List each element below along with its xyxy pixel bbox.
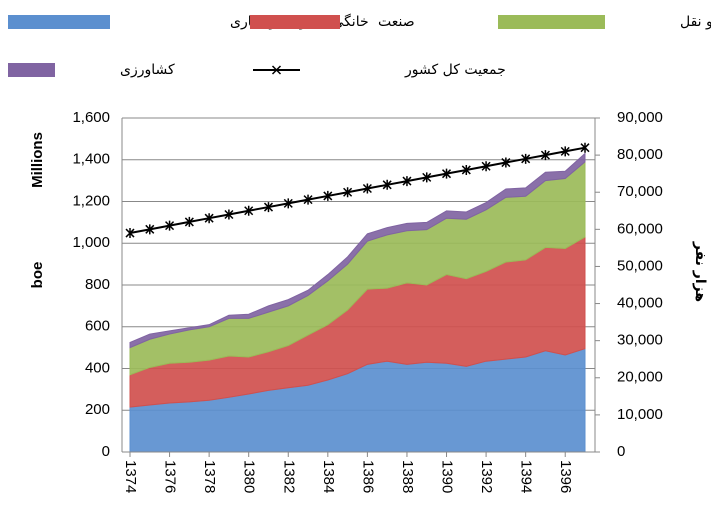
marker <box>580 142 590 153</box>
marker <box>224 209 234 220</box>
marker <box>204 213 214 224</box>
marker <box>422 172 432 183</box>
legend-label: کشاورزی <box>120 62 175 78</box>
y-tick-label: 600 <box>85 318 110 335</box>
marker <box>560 146 570 157</box>
x-tick-label: 1378 <box>201 460 218 493</box>
y-tick-label: 800 <box>85 276 110 293</box>
y-tick-label: 400 <box>85 359 110 376</box>
x-tick-label: 1392 <box>478 460 495 493</box>
marker <box>382 179 392 190</box>
y-label-top: Millions <box>29 132 46 188</box>
legend-label: حمل و نقل <box>680 14 711 30</box>
y2-tick-label: 20,000 <box>617 369 663 386</box>
y2-tick-label: 60,000 <box>617 220 663 237</box>
y-tick-label: 1,400 <box>72 151 110 168</box>
y2-tick-label: 80,000 <box>617 146 663 163</box>
marker <box>402 176 412 187</box>
marker <box>343 187 353 198</box>
y-tick-label: 1,200 <box>72 192 110 209</box>
marker <box>184 216 194 227</box>
legend-swatch <box>8 63 55 77</box>
y-tick-label: 1,000 <box>72 234 110 251</box>
x-tick-label: 1394 <box>518 460 535 493</box>
line <box>129 146 586 235</box>
x-tick-label: 1396 <box>557 460 574 493</box>
marker <box>145 224 155 235</box>
x-tick-label: 1388 <box>399 460 416 493</box>
y2-tick-label: 30,000 <box>617 332 663 349</box>
marker <box>244 205 254 216</box>
y-tick-label: 200 <box>85 401 110 418</box>
area <box>129 152 586 349</box>
legend-label: صنعت <box>378 14 415 30</box>
marker <box>441 168 452 179</box>
marker <box>521 153 531 164</box>
y-tick-label: 0 <box>102 443 110 460</box>
y-tick-label: 1,600 <box>72 109 110 126</box>
marker <box>323 190 333 201</box>
marker <box>461 164 471 175</box>
legend-swatch <box>8 15 110 29</box>
marker <box>165 220 175 231</box>
y2-label: هزار نفر <box>692 241 708 302</box>
marker <box>481 161 491 172</box>
x-tick-label: 1386 <box>359 460 376 493</box>
legend-swatch <box>498 15 605 29</box>
x-tick-label: 1376 <box>162 460 179 493</box>
marker <box>303 194 313 205</box>
legend-swatch <box>250 15 340 29</box>
marker <box>362 183 372 194</box>
y2-tick-label: 10,000 <box>617 406 663 423</box>
x-tick-label: 1374 <box>122 460 139 493</box>
marker <box>540 150 550 161</box>
y2-tick-label: 50,000 <box>617 257 663 274</box>
x-tick-label: 1382 <box>280 460 297 493</box>
marker <box>501 157 511 168</box>
legend-label: جمعیت کل کشور <box>404 62 506 78</box>
marker <box>125 228 135 239</box>
y-label: boe <box>29 262 46 289</box>
legend-marker <box>271 65 282 75</box>
x-tick-label: 1384 <box>320 460 337 493</box>
y2-tick-label: 0 <box>617 443 625 460</box>
x-tick-label: 1390 <box>439 460 456 493</box>
marker <box>283 198 293 209</box>
y2-tick-label: 40,000 <box>617 295 663 312</box>
marker <box>263 202 274 213</box>
y2-tick-label: 70,000 <box>617 183 663 200</box>
x-tick-label: 1380 <box>241 460 258 493</box>
y2-tick-label: 90,000 <box>617 109 663 126</box>
